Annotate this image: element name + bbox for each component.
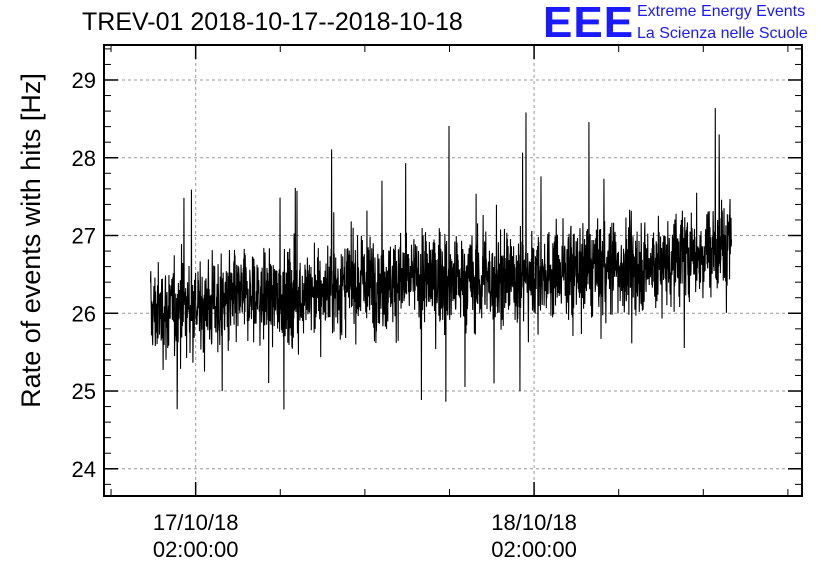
- ticks-layer: [104, 45, 802, 496]
- y-tick-label: 29: [72, 68, 96, 93]
- chart-title: TREV-01 2018-10-17--2018-10-18: [82, 8, 463, 36]
- plot-frame: [103, 44, 803, 497]
- y-tick-label: 24: [72, 457, 96, 482]
- y-tick-label: 25: [72, 379, 96, 404]
- logo-line-2: La Scienza nelle Scuole: [637, 25, 808, 42]
- y-axis-label: Rate of events with hits [Hz]: [16, 73, 46, 408]
- x-tick-label-date: 18/10/18: [491, 510, 577, 535]
- y-tick-label: 27: [72, 224, 96, 249]
- x-tick-label-time: 02:00:00: [153, 537, 239, 562]
- grid-layer: [104, 45, 802, 496]
- logo-mark-text: EEE: [543, 0, 635, 47]
- y-tick-label: 28: [72, 146, 96, 171]
- x-tick-label-date: 17/10/18: [153, 510, 239, 535]
- logo-line-1: Extreme Energy Events: [637, 3, 806, 20]
- eee-logo: EEE: [543, 0, 634, 48]
- labels-layer: 24252627282917/10/1802:00:0018/10/1802:0…: [72, 68, 577, 562]
- x-tick-label-time: 02:00:00: [491, 537, 577, 562]
- y-tick-label: 26: [72, 301, 96, 326]
- series-layer: [149, 108, 733, 410]
- rate-series-line: [149, 108, 733, 410]
